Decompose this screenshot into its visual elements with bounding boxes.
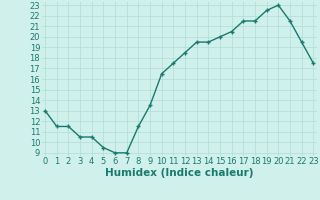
X-axis label: Humidex (Indice chaleur): Humidex (Indice chaleur): [105, 168, 253, 178]
